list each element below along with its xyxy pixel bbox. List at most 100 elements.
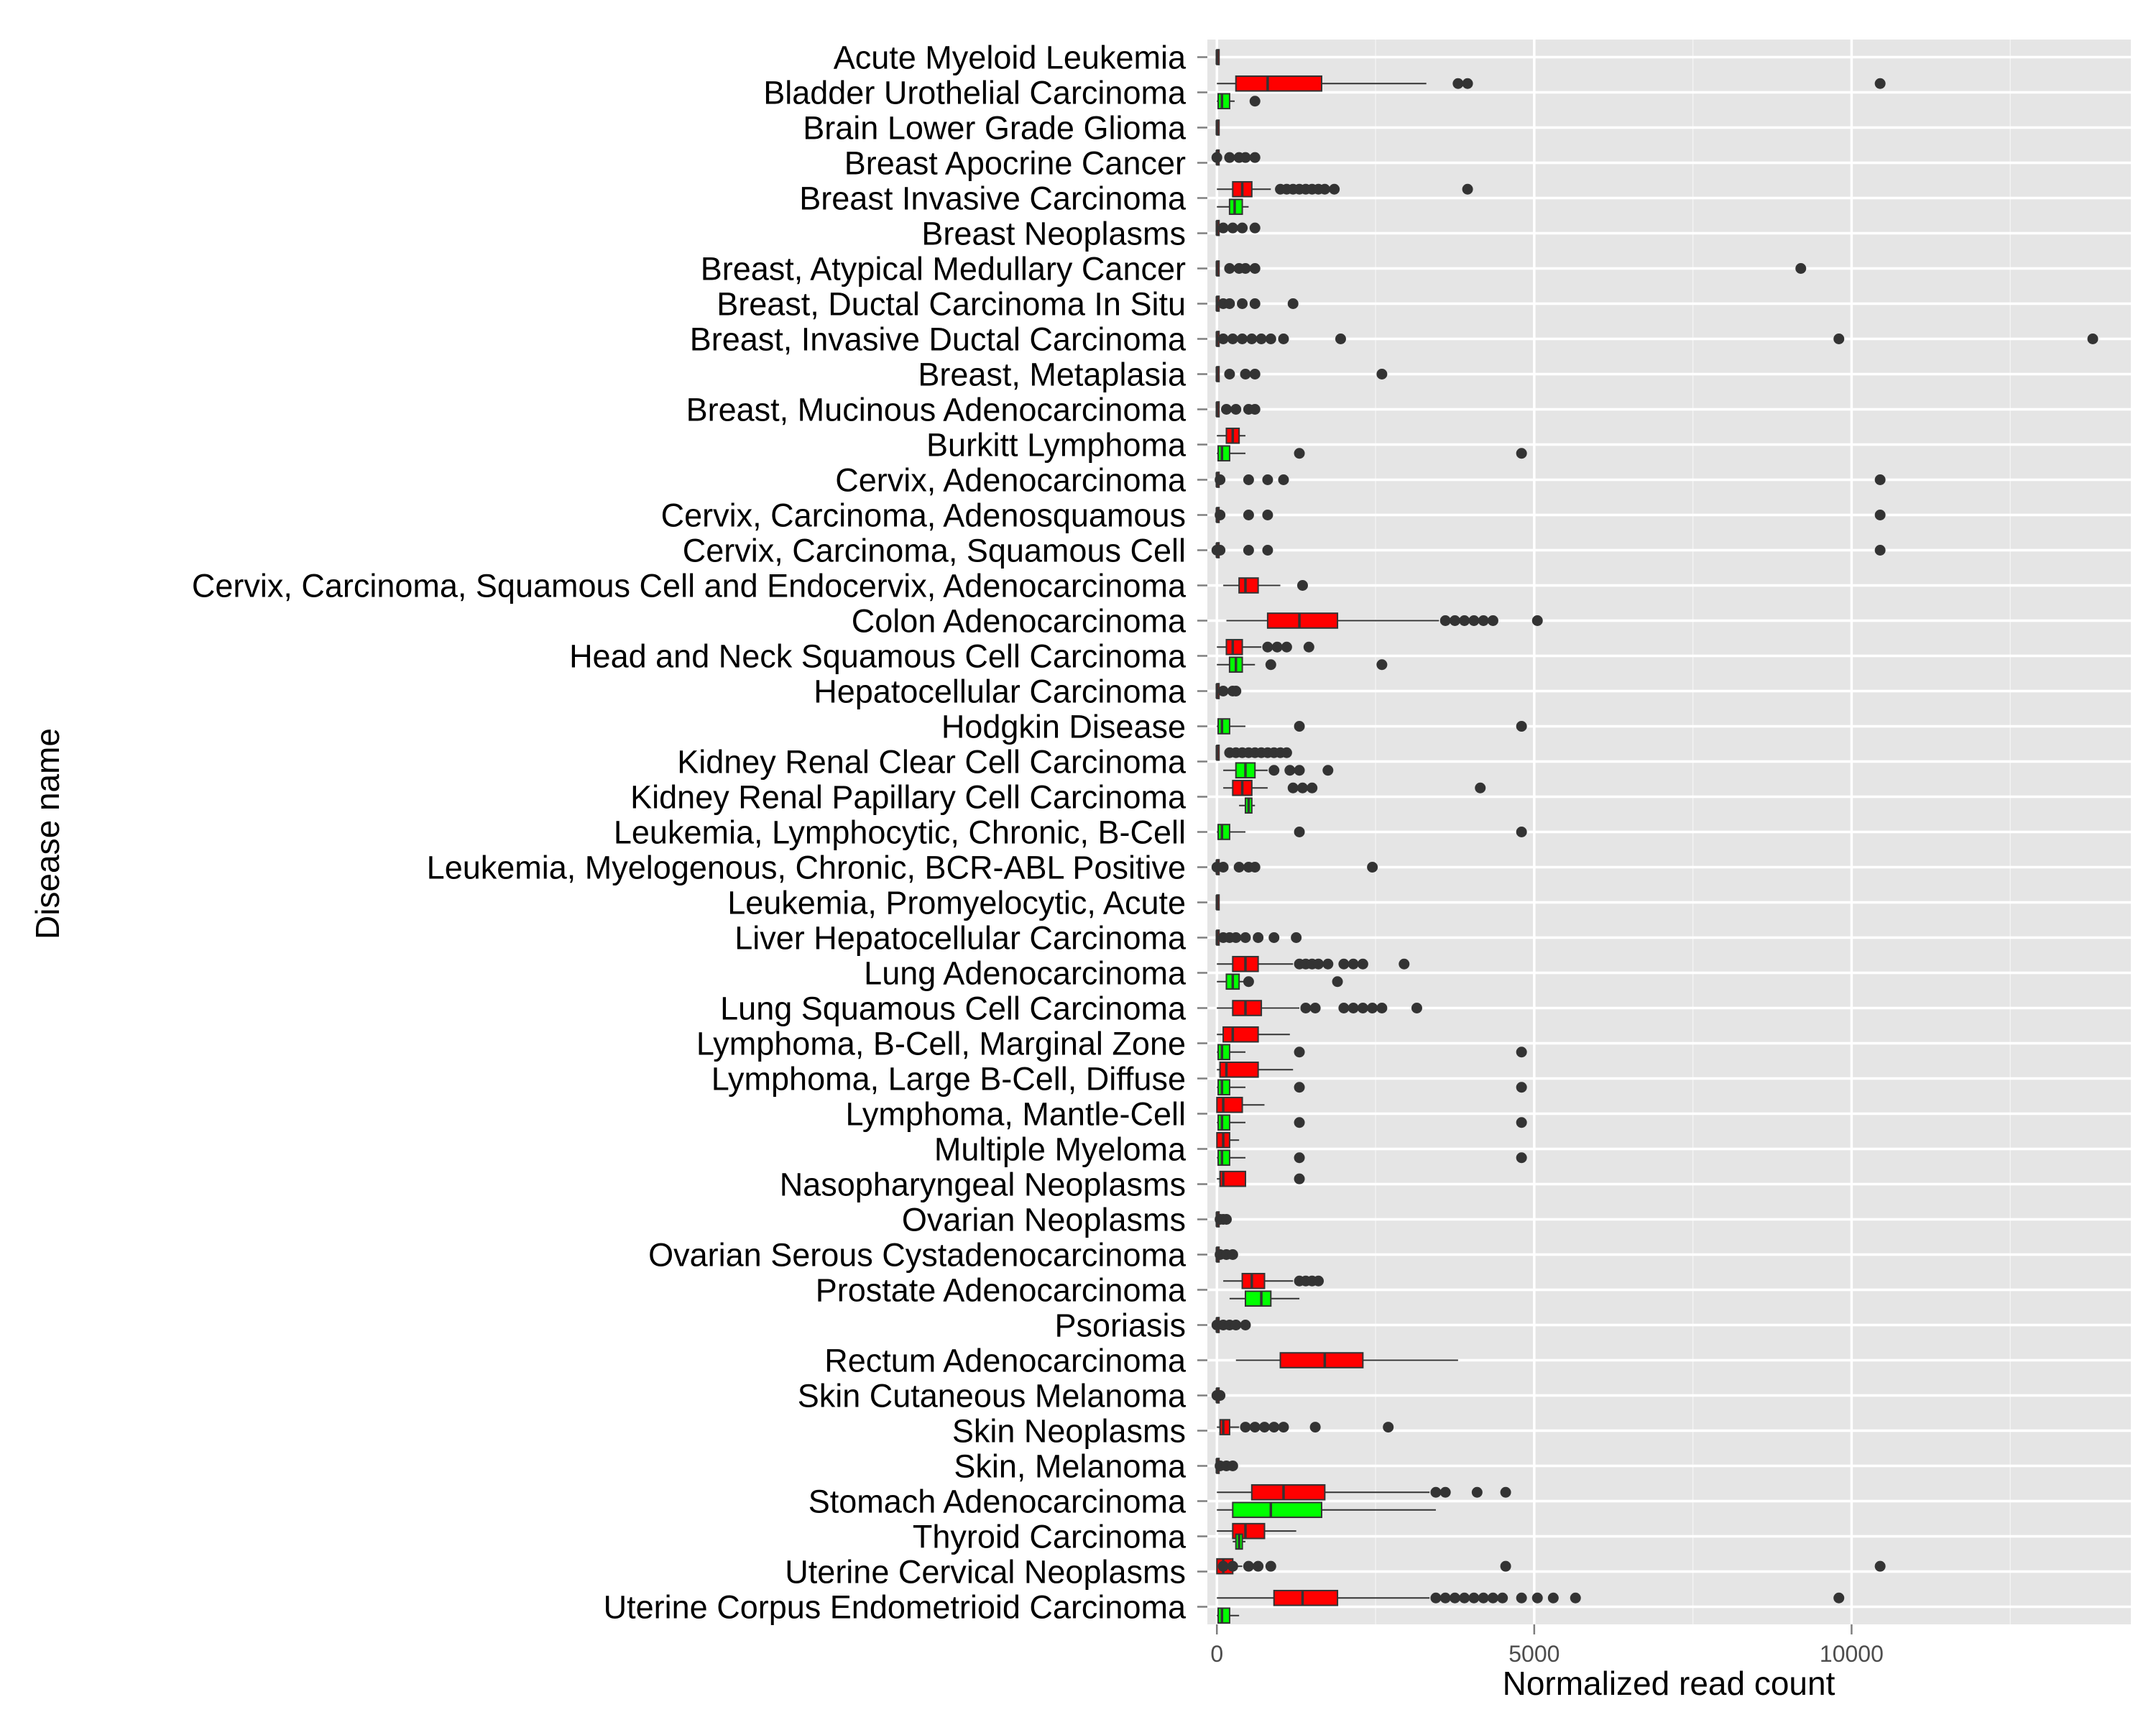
outlier-point [1874, 474, 1886, 485]
outlier-point [1439, 615, 1451, 626]
box-red [1211, 859, 1378, 875]
outlier-point [1243, 510, 1254, 520]
outlier-point [1262, 545, 1273, 556]
x-tick-label: 0 [1210, 1641, 1223, 1667]
box-red [1215, 366, 1388, 382]
box-green [1217, 1044, 1527, 1061]
category-label: Breast, Metaplasia [918, 356, 1187, 393]
box-red [1223, 1272, 1325, 1289]
outlier-point [1449, 1592, 1460, 1604]
category-label: Ovarian Serous Cystadenocarcinoma [648, 1237, 1187, 1274]
category-label: Breast, Mucinous Adenocarcinoma [686, 392, 1187, 428]
outlier-point [1516, 721, 1527, 732]
outlier-point [1281, 641, 1292, 653]
outlier-point [1300, 1003, 1312, 1013]
box-body [1235, 75, 1322, 92]
category-label: Skin Neoplasms [952, 1413, 1186, 1450]
box-red [1215, 744, 1292, 761]
outlier-point [1307, 782, 1318, 794]
category-label: Ovarian Neoplasms [902, 1202, 1186, 1238]
box-green [1217, 973, 1343, 990]
category-label: Leukemia, Lymphocytic, Chronic, B-Cell [614, 814, 1186, 851]
box-red [1217, 1170, 1305, 1187]
outlier-point [1224, 369, 1235, 380]
outlier-point [1411, 1003, 1422, 1013]
outlier-point [1253, 932, 1264, 943]
box-red [1216, 1096, 1265, 1113]
outlier-point [1357, 1003, 1368, 1013]
box-green [1217, 198, 1249, 216]
box-red [1215, 260, 1807, 277]
category-label: Brain Lower Grade Glioma [803, 110, 1187, 147]
box-red [1215, 507, 1886, 523]
outlier-point [1287, 298, 1299, 309]
outlier-point [1233, 862, 1245, 873]
outlier-point [1294, 1082, 1305, 1093]
outlier-point [1217, 334, 1229, 344]
outlier-point [1313, 958, 1325, 970]
outlier-point [1249, 404, 1261, 415]
x-tick-label: 5000 [1508, 1641, 1560, 1667]
outlier-point [1475, 782, 1486, 794]
outlier-point [1516, 1592, 1527, 1604]
outlier-point [1294, 1173, 1305, 1184]
outlier-point [1243, 545, 1254, 556]
box-body [1217, 1607, 1230, 1624]
outlier-point [1516, 1082, 1527, 1093]
outlier-point [1795, 263, 1807, 274]
outlier-point [1291, 932, 1302, 943]
category-label: Breast Invasive Carcinoma [799, 180, 1187, 217]
box-green [1217, 445, 1527, 462]
box-body [1241, 1272, 1266, 1289]
outlier-point [1224, 298, 1235, 309]
grid-lines [1207, 40, 2131, 1624]
outlier-point [1516, 1046, 1527, 1058]
x-tick-labels: 0 5000 10000 [1210, 1641, 1884, 1667]
outlier-point [1211, 152, 1222, 163]
category-label: Breast Neoplasms [921, 216, 1186, 252]
x-axis-title: Normalized read count [1503, 1665, 1835, 1702]
outlier-point [1462, 183, 1473, 195]
outlier-point [1459, 615, 1470, 626]
outlier-point [1570, 1592, 1581, 1604]
outlier-point [1243, 474, 1254, 485]
box-red [1215, 683, 1242, 699]
outlier-point [1227, 1249, 1238, 1260]
outlier-point [1240, 1320, 1251, 1330]
outlier-point [1338, 1003, 1350, 1013]
category-label: Bladder Urothelial Carcinoma [763, 75, 1187, 111]
box-red [1223, 779, 1486, 796]
box-green [1223, 762, 1334, 779]
outlier-point [1294, 1117, 1305, 1128]
box-body [1219, 1061, 1259, 1078]
outlier-point [1294, 1152, 1305, 1164]
outlier-point [1833, 1592, 1845, 1604]
category-label: Lymphoma, B-Cell, Marginal Zone [696, 1026, 1186, 1062]
box-body [1232, 1000, 1263, 1016]
outlier-point [1240, 152, 1251, 163]
outlier-point [1294, 448, 1305, 459]
box-red [1215, 929, 1302, 946]
box-red [1217, 75, 1886, 92]
category-label: Burkitt Lymphoma [926, 427, 1187, 464]
outlier-point [1516, 1152, 1527, 1164]
outlier-point [1296, 782, 1308, 794]
box-red [1215, 401, 1261, 418]
box-green [1217, 1079, 1527, 1096]
outlier-point [1217, 862, 1229, 873]
box-body [1216, 1096, 1243, 1113]
outlier-point [1287, 782, 1299, 794]
box-body [1228, 198, 1243, 216]
x-tick-marks [1215, 1624, 1853, 1634]
outlier-point [1294, 721, 1305, 732]
box-body [1250, 1484, 1326, 1501]
category-label: Stomach Adenocarcinoma [808, 1484, 1187, 1520]
box-body [1232, 1501, 1322, 1519]
outlier-point [1217, 686, 1229, 696]
outlier-point [1874, 510, 1886, 520]
outlier-point [1249, 96, 1261, 107]
box-body [1244, 1290, 1272, 1307]
category-label: Breast, Invasive Ductal Carcinoma [690, 321, 1187, 358]
